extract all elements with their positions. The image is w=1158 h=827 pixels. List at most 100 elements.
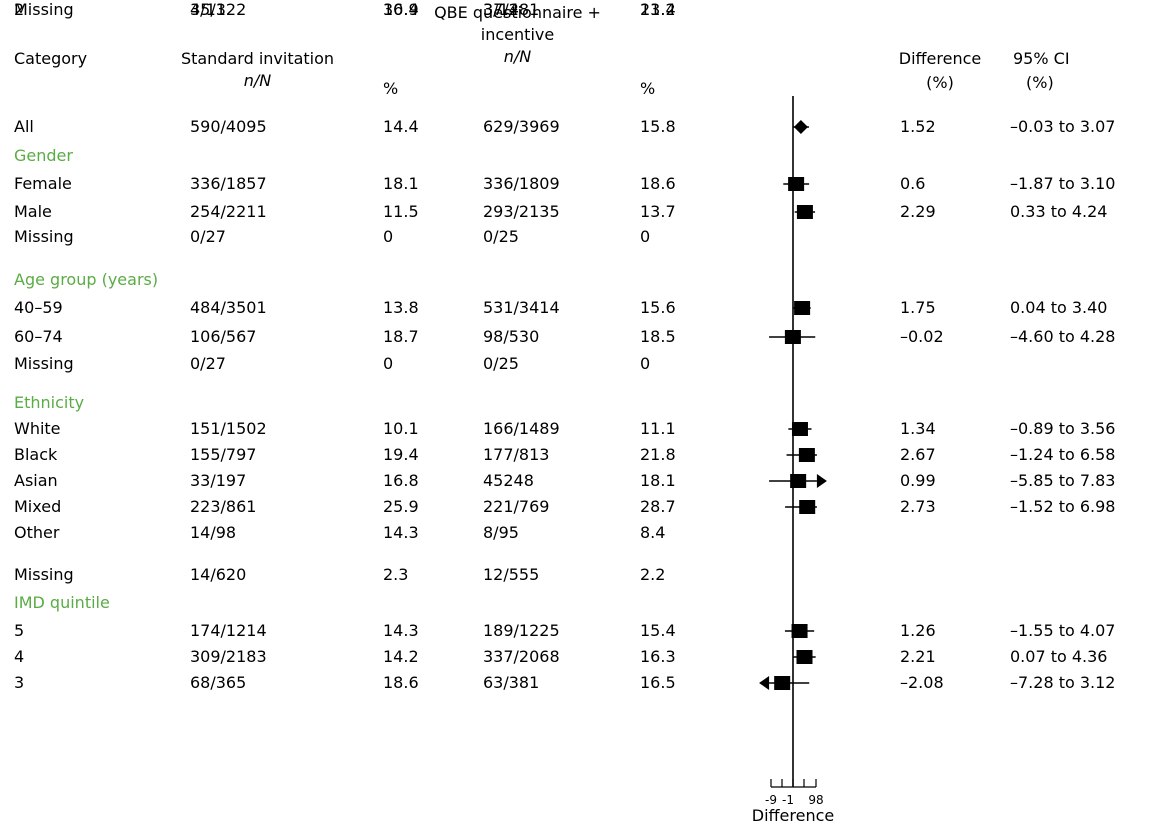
- estimate-square: [774, 676, 791, 690]
- section-heading: Age group (years): [14, 270, 159, 289]
- estimate-square: [790, 474, 807, 488]
- cell-qbe-pct: 28.7: [640, 497, 676, 516]
- header-difference: Difference: [898, 49, 982, 68]
- header-qbe-pct: %: [640, 79, 656, 98]
- cell-std-nN: 106/567: [190, 327, 257, 346]
- header-qbe-nN: n/N: [503, 47, 532, 66]
- cell-std-pct: 13.8: [383, 298, 419, 317]
- cell-ci: 0.33 to 4.24: [1010, 202, 1108, 221]
- cell-qbe-pct: 21.4: [640, 0, 676, 19]
- cell-qbe-nN: 221/769: [483, 497, 550, 516]
- cell-label: All: [14, 117, 34, 136]
- cell-std-nN: 336/1857: [190, 174, 267, 193]
- header-standard-pct: %: [383, 79, 399, 98]
- cell-ci: –5.85 to 7.83: [1010, 471, 1116, 490]
- cell-ci: –7.28 to 3.12: [1010, 673, 1116, 692]
- cell-std-nN: 484/3501: [190, 298, 267, 317]
- cell-ci: –1.55 to 4.07: [1010, 621, 1116, 640]
- cell-label: White: [14, 419, 61, 438]
- cell-diff: 2.21: [900, 647, 936, 666]
- estimate-square: [788, 177, 805, 191]
- section-heading: Ethnicity: [14, 393, 85, 412]
- cell-qbe-nN: 336/1809: [483, 174, 560, 193]
- cell-qbe-nN: 45248: [483, 471, 534, 490]
- cell-qbe-pct: 18.1: [640, 471, 676, 490]
- cell-std-pct: 25.9: [383, 497, 419, 516]
- estimate-square: [791, 624, 808, 638]
- cell-std-pct: 11.5: [383, 202, 419, 221]
- cell-std-nN: 35/322: [190, 0, 247, 19]
- cell-qbe-pct: 18.6: [640, 174, 676, 193]
- cell-std-pct: 14.3: [383, 523, 419, 542]
- estimate-square: [798, 448, 815, 462]
- cell-qbe-pct: 21.8: [640, 445, 676, 464]
- cell-std-pct: 0: [383, 227, 394, 246]
- cell-label: 60–74: [14, 327, 63, 346]
- cell-qbe-nN: 629/3969: [483, 117, 560, 136]
- header-difference-unit: (%): [926, 73, 954, 92]
- cell-diff: 2.73: [900, 497, 936, 516]
- cell-qbe-pct: 13.2: [640, 0, 676, 19]
- cell-label: Mixed: [14, 497, 62, 516]
- cell-std-nN: 0/27: [190, 354, 226, 373]
- cell-diff: –2.08: [900, 673, 944, 692]
- cell-std-nN: 254/2211: [190, 202, 267, 221]
- cell-qbe-nN: 63/381: [483, 673, 540, 692]
- cell-qbe-pct: 0: [640, 354, 651, 373]
- cell-qbe-nN: 98/530: [483, 327, 540, 346]
- cell-qbe-pct: 13.7: [640, 202, 676, 221]
- cell-qbe-nN: 37/281: [483, 0, 540, 19]
- cell-qbe-pct: 18.5: [640, 327, 676, 346]
- cell-std-pct: 19.4: [383, 445, 419, 464]
- header-ci: 95% CI: [1013, 49, 1070, 68]
- cell-std-nN: 151/1502: [190, 419, 267, 438]
- cell-label: 40–59: [14, 298, 63, 317]
- cell-diff: 1.75: [900, 298, 936, 317]
- cell-ci: –4.60 to 4.28: [1010, 327, 1116, 346]
- cell-std-pct: 14.3: [383, 621, 419, 640]
- cell-std-pct: 10.9: [383, 0, 419, 19]
- cell-diff: 2.29: [900, 202, 936, 221]
- cell-ci: –0.03 to 3.07: [1010, 117, 1116, 136]
- cell-ci: –1.52 to 6.98: [1010, 497, 1116, 516]
- ci-arrow-right: [816, 474, 827, 488]
- header-qbe-title-line1: QBE questionnaire +: [434, 3, 601, 22]
- cell-ci: –1.24 to 6.58: [1010, 445, 1116, 464]
- cell-qbe-pct: 11.1: [640, 419, 676, 438]
- cell-label: Female: [14, 174, 72, 193]
- x-tick-label: -1: [782, 793, 794, 807]
- estimate-square: [796, 650, 813, 664]
- cell-std-pct: 2.3: [383, 565, 409, 584]
- header-category: Category: [14, 49, 88, 68]
- cell-qbe-pct: 2.2: [640, 565, 666, 584]
- ci-arrow-left: [759, 676, 770, 690]
- cell-diff: 0.6: [900, 174, 926, 193]
- cell-std-nN: 223/861: [190, 497, 257, 516]
- cell-qbe-nN: 12/555: [483, 565, 540, 584]
- cell-label: Black: [14, 445, 58, 464]
- cell-std-pct: 18.1: [383, 174, 419, 193]
- cell-label: Male: [14, 202, 52, 221]
- cell-std-nN: 4/11: [190, 0, 226, 19]
- cell-qbe-nN: 8/95: [483, 523, 519, 542]
- cell-std-nN: 155/797: [190, 445, 257, 464]
- x-tick-label: -9: [765, 793, 777, 807]
- cell-label: 3: [14, 673, 25, 692]
- cell-qbe-nN: 3/14: [483, 0, 519, 19]
- cell-label: 2: [14, 0, 25, 19]
- cell-std-pct: 10.1: [383, 419, 419, 438]
- cell-qbe-pct: 0: [640, 227, 651, 246]
- section-heading: IMD quintile: [14, 593, 110, 612]
- cell-diff: 1.26: [900, 621, 936, 640]
- estimate-diamond: [793, 120, 808, 134]
- cell-std-nN: 590/4095: [190, 117, 267, 136]
- cell-qbe-nN: 177/813: [483, 445, 550, 464]
- cell-std-nN: 33/197: [190, 471, 247, 490]
- cell-ci: 0.07 to 4.36: [1010, 647, 1108, 666]
- cell-std-nN: 174/1214: [190, 621, 267, 640]
- cell-label: Missing: [14, 227, 74, 246]
- cell-std-nN: 14/620: [190, 565, 247, 584]
- cell-qbe-pct: 16.3: [640, 647, 676, 666]
- cell-diff: 1.34: [900, 419, 936, 438]
- cell-label: Asian: [14, 471, 58, 490]
